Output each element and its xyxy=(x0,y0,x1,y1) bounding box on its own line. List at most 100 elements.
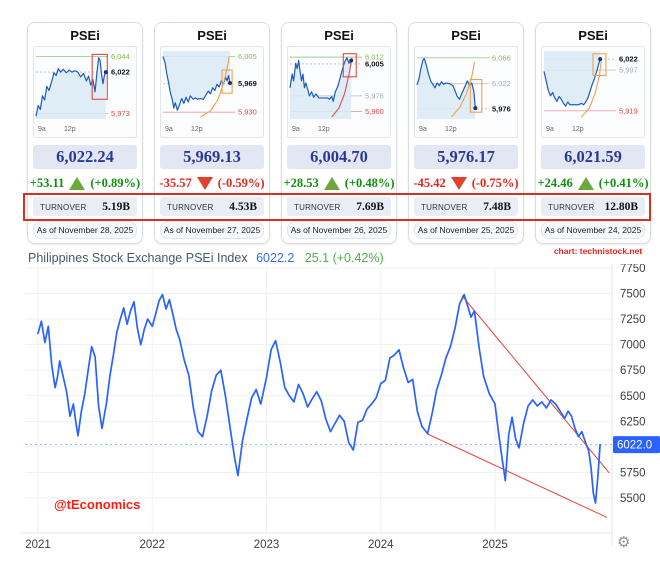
svg-text:9a: 9a xyxy=(419,126,427,133)
change-triangle-icon xyxy=(323,176,340,190)
sparkline-panel: 6,044 6,022 5,973 9a 12p xyxy=(33,46,137,138)
turnover-label: TURNOVER xyxy=(40,203,87,212)
svg-text:5,976: 5,976 xyxy=(365,91,384,100)
svg-text:9a: 9a xyxy=(292,126,300,133)
main-price-chart[interactable]: 7750 7500 7250 7000 6750 6500 6250 5750 5500 2021… xyxy=(0,264,660,564)
change-value: +28.53 xyxy=(283,175,319,190)
sparkline-panel: 6,022 5,997 5,919 9a 12p xyxy=(541,46,645,138)
svg-text:2022: 2022 xyxy=(139,539,165,551)
change-percent: (-0.75%) xyxy=(471,175,519,190)
svg-text:5,969: 5,969 xyxy=(238,79,257,88)
svg-text:5,997: 5,997 xyxy=(619,66,638,75)
change-value: +53.11 xyxy=(29,175,65,190)
as-of-date: As of November 26, 2025 xyxy=(287,221,391,239)
index-value: 6,021.59 xyxy=(541,145,645,169)
change-row: -35.57 (-0.59%) xyxy=(155,173,269,193)
svg-text:9a: 9a xyxy=(165,126,173,133)
psei-card-nov26: PSEi 6,012 6,005 5,976 5,960 9a 12p 6,004.70 … xyxy=(281,22,397,244)
svg-text:2021: 2021 xyxy=(25,539,51,551)
turnover-value: 12.80B xyxy=(604,201,638,213)
as-of-date: As of November 24, 2025 xyxy=(541,221,645,239)
svg-text:5,976: 5,976 xyxy=(492,104,511,113)
svg-text:7500: 7500 xyxy=(620,289,646,301)
change-percent: (+0.48%) xyxy=(344,175,395,190)
card-title: PSEi xyxy=(451,28,481,43)
sparkline-chart: 6,022 5,997 5,919 9a 12p xyxy=(543,51,638,133)
price-badge: 6022.0 xyxy=(613,436,660,454)
change-percent: (+0.89%) xyxy=(90,175,141,190)
svg-text:5,930: 5,930 xyxy=(238,108,257,117)
main-chart-last-value: 6022.2 xyxy=(256,251,295,265)
change-row: +28.53 (+0.48%) xyxy=(282,173,396,193)
svg-text:6,012: 6,012 xyxy=(365,53,384,62)
change-row: +53.11 (+0.89%) xyxy=(28,173,142,193)
svg-text:6,005: 6,005 xyxy=(238,52,257,61)
svg-text:6,044: 6,044 xyxy=(111,52,130,61)
settings-gear-icon[interactable]: ⚙ xyxy=(617,533,631,551)
svg-text:5500: 5500 xyxy=(620,493,646,505)
svg-text:7750: 7750 xyxy=(620,264,646,275)
svg-text:7000: 7000 xyxy=(620,340,646,352)
svg-text:6750: 6750 xyxy=(620,365,646,377)
card-title: PSEi xyxy=(324,28,354,43)
change-percent: (+0.41%) xyxy=(598,175,649,190)
psei-card-nov27: PSEi 6,005 5,969 5,930 9a 12p 5,969.13 -35.5… xyxy=(154,22,270,244)
sparkline-chart: 6,066 6,022 5,976 9a 12p xyxy=(416,53,511,133)
svg-text:9a: 9a xyxy=(38,126,46,133)
svg-text:5,960: 5,960 xyxy=(365,107,384,116)
card-title: PSEi xyxy=(197,28,227,43)
svg-text:6,022: 6,022 xyxy=(492,79,511,88)
change-triangle-icon xyxy=(69,176,86,190)
chart-credit: chart: technistock.net xyxy=(553,246,643,256)
svg-text:7250: 7250 xyxy=(620,314,646,326)
turnover-label: TURNOVER xyxy=(421,203,468,212)
card-title: PSEi xyxy=(70,28,100,43)
svg-text:6,005: 6,005 xyxy=(365,59,384,68)
change-value: +24.46 xyxy=(537,175,573,190)
turnover-row: TURNOVER 4.53B xyxy=(160,197,264,216)
svg-text:12p: 12p xyxy=(64,126,76,133)
svg-text:6250: 6250 xyxy=(620,416,646,428)
turnover-row: TURNOVER 7.48B xyxy=(414,197,518,216)
psei-card-nov24: PSEi 6,022 5,997 5,919 9a 12p 6,021.59 +24.4… xyxy=(535,22,651,244)
turnover-label: TURNOVER xyxy=(294,203,341,212)
watermark: @tEconomics xyxy=(54,497,141,512)
as-of-date: As of November 27, 2025 xyxy=(160,221,264,239)
change-value: -35.57 xyxy=(159,175,192,190)
change-triangle-icon xyxy=(450,176,467,190)
turnover-value: 5.19B xyxy=(102,201,130,213)
svg-text:5,919: 5,919 xyxy=(619,106,638,115)
svg-text:12p: 12p xyxy=(445,126,457,133)
svg-text:6,022: 6,022 xyxy=(111,68,130,77)
sparkline-panel: 6,066 6,022 5,976 9a 12p xyxy=(414,46,518,138)
svg-text:6,066: 6,066 xyxy=(492,53,511,62)
sparkline-chart: 6,005 5,969 5,930 9a 12p xyxy=(162,51,257,133)
card-title: PSEi xyxy=(578,28,608,43)
change-percent: (-0.59%) xyxy=(217,175,265,190)
svg-text:6022.0: 6022.0 xyxy=(617,440,652,452)
svg-text:12p: 12p xyxy=(191,126,203,133)
svg-text:12p: 12p xyxy=(318,126,330,133)
turnover-label: TURNOVER xyxy=(548,203,595,212)
svg-text:5,973: 5,973 xyxy=(111,109,130,118)
daily-cards-row: PSEi 6,044 6,022 5,973 9a 12p 6,022.24 +53.1… xyxy=(27,22,651,244)
sparkline-panel: 6,005 5,969 5,930 9a 12p xyxy=(160,46,264,138)
svg-text:5750: 5750 xyxy=(620,467,646,479)
change-triangle-icon xyxy=(196,176,213,190)
main-chart-header: Philippines Stock Exchange PSEi Index 60… xyxy=(28,251,384,265)
sparkline-chart: 6,044 6,022 5,973 9a 12p xyxy=(35,52,130,133)
turnover-value: 4.53B xyxy=(229,201,257,213)
turnover-row: TURNOVER 12.80B xyxy=(541,197,645,216)
index-value: 6,022.24 xyxy=(33,145,137,169)
psei-card-nov25: PSEi 6,066 6,022 5,976 9a 12p 5,976.17 -45.4… xyxy=(408,22,524,244)
main-chart-change: 25.1 (+0.42%) xyxy=(304,251,384,265)
svg-text:6500: 6500 xyxy=(620,391,646,403)
change-row: +24.46 (+0.41%) xyxy=(536,173,650,193)
svg-text:12p: 12p xyxy=(572,126,584,133)
turnover-value: 7.48B xyxy=(483,201,511,213)
as-of-date: As of November 28, 2025 xyxy=(33,221,137,239)
svg-text:9a: 9a xyxy=(546,126,554,133)
svg-text:6,022: 6,022 xyxy=(619,55,638,64)
